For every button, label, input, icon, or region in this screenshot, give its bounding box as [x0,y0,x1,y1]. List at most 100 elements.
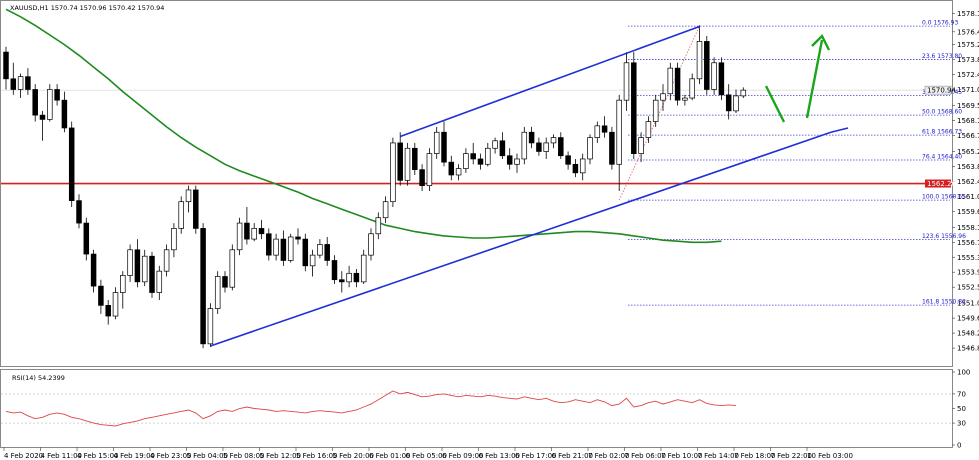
candle [587,134,593,165]
candle [3,46,9,90]
candle [61,91,68,133]
candle [499,132,506,159]
candle [149,251,155,298]
bearish-candle-body [222,276,228,288]
candle [375,212,382,240]
candle [156,265,163,301]
candle [565,151,571,170]
bearish-candle-body [441,131,447,163]
time-tick-label: 7 Feb 10:00 [661,452,702,460]
candle [652,94,659,127]
bearish-candle-body [25,76,31,90]
price-tick-label: 1576.40 [957,28,979,36]
bearish-candle-body [528,131,535,144]
moving-average [5,8,722,244]
bullish-candle-body [112,292,119,317]
candle [266,228,272,261]
bearish-candle-body [280,238,287,261]
bullish-candle-body [455,168,462,176]
bullish-candle-body [17,76,24,90]
candle [477,153,484,170]
time-tick-label: 7 Feb 22:00 [771,452,812,460]
bearish-candle-body [39,114,46,120]
bullish-candle-body [251,228,257,240]
bearish-candle-body [193,189,199,229]
bullish-candle-body [433,131,440,154]
time-tick-label: 6 Feb 09:00 [442,452,483,460]
bullish-candle-body [733,95,739,112]
time-tick-label: 4 Feb 19:00 [114,452,155,460]
candle [631,52,637,159]
candle [674,62,681,106]
rsi-line [5,390,737,427]
candle [178,196,184,234]
bearish-candle-body [200,228,206,345]
bullish-candle-body [689,78,695,99]
candle [579,153,586,181]
candle [39,110,46,141]
channel-lines [210,25,849,347]
price-axis: 1578.10 1576.40 1575.20 1573.80 1572.40 1571.… [952,10,979,353]
bullish-candle-body [404,147,411,181]
candle [397,132,403,186]
price-tick-label: 1551.00 [957,300,979,308]
candle [25,68,31,95]
candle [309,249,316,277]
price-tick-label: 1573.80 [957,56,979,64]
bearish-candle-body [339,279,345,283]
fib-level-label: 61.8 1566.73 [922,129,962,136]
bullish-candle-body [141,255,148,283]
candle [470,142,476,165]
time-tick-label: 7 Feb 02:00 [588,452,629,460]
time-tick-label: 6 Feb 17:00 [515,452,556,460]
candle [419,164,425,192]
bullish-candle-body [207,308,214,345]
bullish-candle-body [368,233,374,256]
fib-level-label: 23.6 1573.80 [922,53,962,60]
candle [689,73,695,101]
bearish-candle-body [704,41,710,90]
bearish-candle-body [90,253,97,287]
bullish-candle-body [287,236,294,261]
candle [521,126,528,165]
time-tick-label: 7 Feb 18:00 [734,452,775,460]
candle [725,84,732,120]
bearish-candle-body [601,125,608,133]
bearish-candle-body [419,169,425,187]
candle [360,249,367,284]
bearish-candle-body [506,155,513,165]
time-tick-label: 5 Feb 04:00 [187,452,228,460]
candle [258,219,265,240]
main-panel-frame [0,0,953,367]
time-tick-label: 6 Feb 05:00 [406,452,447,460]
candle [17,73,24,99]
forecast-up-arrow-head [811,33,831,51]
fib-level-label: 161.8 1550.82 [922,299,966,306]
rsi-tick-label: 0 [957,442,961,450]
candle [273,233,279,261]
candle [163,244,170,277]
candle [514,153,520,173]
candle [382,196,389,224]
bearish-candle-body [565,155,571,165]
candle [83,217,90,261]
bullish-candle-body [587,137,593,160]
bearish-candle-body [499,140,506,157]
time-tick-label: 6 Feb 01:00 [369,452,410,460]
time-tick-label: 4 Feb 11:00 [41,452,82,460]
candle [346,265,352,288]
time-tick-label: 6 Feb 13:00 [479,452,520,460]
time-tick-label: 4 Feb 15:00 [77,452,118,460]
candle [433,126,440,159]
bullish-candle-body [660,93,666,101]
candle [200,223,206,349]
candle [10,62,17,95]
bullish-candle-body [171,228,177,251]
bearish-candle-body [266,233,272,256]
bullish-candle-body [178,201,184,229]
candle [47,84,53,122]
candle [550,134,557,149]
candle [54,84,60,106]
bullish-candle-body [514,158,520,165]
